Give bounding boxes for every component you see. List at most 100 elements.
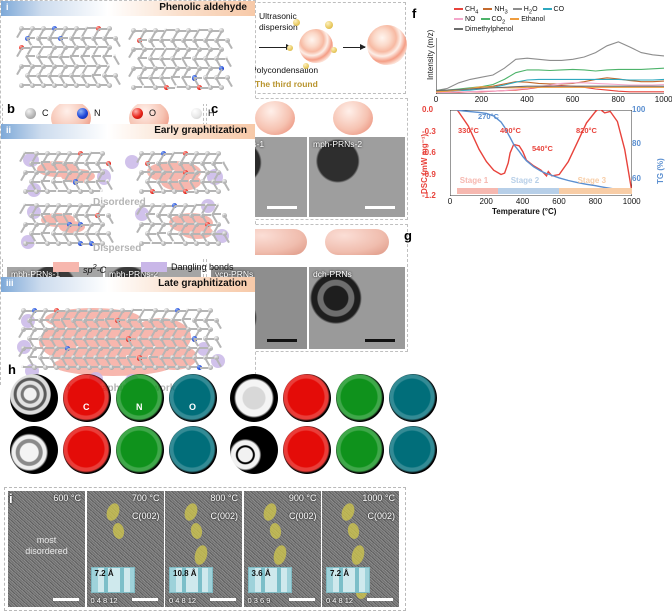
- inset-axis-ticks: 0 4 8 12: [169, 596, 197, 605]
- chemical-bond: [54, 84, 63, 87]
- stage-bar-segment: [498, 188, 560, 194]
- chemical-bond: [69, 242, 78, 245]
- chemical-bond: [166, 328, 175, 331]
- chemical-bond: [87, 84, 96, 87]
- tg-ytick: 100: [632, 105, 646, 114]
- atom-c: [216, 188, 221, 194]
- chemical-bond: [144, 347, 153, 350]
- chemical-bond: [38, 55, 47, 58]
- chemical-bond: [35, 241, 45, 244]
- chemical-bond: [165, 66, 175, 69]
- chemical-bond: [183, 337, 192, 340]
- chemical-bond: [40, 337, 49, 340]
- scale-bar: [365, 339, 395, 342]
- atom-legend: C N O H: [1, 104, 255, 124]
- chemical-bond: [188, 366, 197, 369]
- atom-legend-o-icon: [132, 108, 143, 119]
- chemical-bond: [47, 171, 56, 174]
- chemical-bond: [76, 84, 85, 87]
- dsc-ytick: -0.3: [422, 126, 436, 136]
- d-spacing-value: 7.2 Å: [94, 569, 114, 578]
- chemical-bond: [210, 29, 219, 32]
- dsc-xtick: 1000: [622, 197, 641, 206]
- chemical-bond: [66, 327, 76, 330]
- chemical-bond: [185, 204, 194, 207]
- chemical-bond: [198, 28, 208, 31]
- chemical-bond: [185, 171, 194, 174]
- chemical-bond: [58, 204, 67, 207]
- chemical-bond: [199, 366, 208, 369]
- chemical-bond: [122, 366, 131, 369]
- sp2-legend-label: sp2-C: [83, 262, 107, 275]
- chemical-bond: [163, 190, 172, 193]
- tg-ytick: 80: [632, 139, 641, 149]
- inset-axis-ticks: 0 4 8 12: [90, 596, 118, 605]
- element-map-c: [283, 426, 331, 474]
- g-banner-i: i Phenolic aldehyde: [1, 1, 255, 16]
- chemical-bond: [207, 171, 216, 174]
- chemical-bond: [97, 45, 107, 48]
- chemical-bond: [65, 65, 74, 68]
- monomer-dot: [331, 47, 337, 53]
- haadf-image: [230, 426, 278, 474]
- chemical-bond: [139, 39, 148, 42]
- chemical-bond: [128, 338, 137, 341]
- chemical-bond: [36, 171, 45, 174]
- chemical-bond: [144, 67, 153, 70]
- chemical-bond: [127, 356, 137, 358]
- chemical-bond: [132, 308, 142, 311]
- chemical-bond: [147, 232, 156, 235]
- panel-g-letter: g: [404, 228, 412, 243]
- atom-legend-o-label: O: [149, 108, 157, 118]
- chemical-bond: [202, 162, 211, 164]
- chemical-bond: [161, 39, 170, 41]
- chemical-bond: [36, 204, 45, 207]
- hrtem-phase-label: C(002): [210, 511, 238, 521]
- ms-legend-item-dimethylphenol: Dimethylphenol: [454, 26, 513, 33]
- element-map-label: O: [189, 402, 197, 412]
- chemical-bond: [183, 39, 192, 41]
- dsc-left-ticks: 0.0 -0.3 -0.6 -0.9 -1.2: [422, 105, 448, 200]
- stage-label: Stage 2: [510, 176, 540, 185]
- chemical-bond: [29, 319, 38, 321]
- chemical-bond: [205, 39, 214, 41]
- chemical-bond: [166, 347, 175, 350]
- chemical-bond: [75, 214, 84, 216]
- lattice-fringe-highlight: [192, 543, 210, 567]
- arrow-4: [343, 44, 366, 50]
- mph-prn-cartoon-1: [255, 101, 295, 135]
- chemical-bond: [205, 319, 214, 321]
- chemical-bond: [31, 214, 40, 216]
- panel-i: i 600 °C most disordered 700 °C C(002) 7.2 Å 0…: [4, 487, 406, 611]
- chemical-bond: [27, 37, 36, 40]
- chemical-bond: [185, 242, 194, 245]
- chemical-bond: [41, 161, 51, 164]
- element-map-o: O: [169, 374, 217, 422]
- chemical-bond: [155, 29, 164, 32]
- chemical-bond: [95, 319, 104, 321]
- dsc-ytick: -0.6: [422, 148, 436, 157]
- chemical-bond: [152, 190, 161, 193]
- panel-h-letter: h: [8, 362, 16, 377]
- chemical-bond: [199, 48, 208, 51]
- chemical-bond: [57, 170, 67, 173]
- chemical-bond: [53, 232, 62, 235]
- stage-label: Stage 1: [459, 176, 489, 185]
- chemical-bond: [127, 67, 135, 78]
- hrtem-row: 600 °C most disordered 700 °C C(002) 7.2 Å 0 4…: [8, 488, 404, 612]
- chemical-bond: [191, 162, 200, 164]
- panel-f: f CH4 NH3 H2O CO NO CO2 Ethanol Dimethylphenol …: [410, 2, 672, 108]
- chemical-bond: [51, 319, 60, 321]
- chemical-bond: [78, 328, 87, 331]
- ms-xticks: 0 200 400 600 800 1000: [434, 95, 672, 107]
- chemical-bond: [194, 356, 203, 359]
- tem-caption: mbh-PRNs-1: [11, 269, 61, 279]
- chemical-bond: [172, 39, 181, 41]
- scale-bar: [210, 598, 236, 601]
- legend-label: CO2: [491, 16, 506, 26]
- chemical-bond: [122, 328, 131, 331]
- chemical-bond: [161, 57, 170, 60]
- chemical-bond: [143, 308, 153, 311]
- chemical-bond: [75, 181, 84, 184]
- chemical-bond: [86, 232, 95, 235]
